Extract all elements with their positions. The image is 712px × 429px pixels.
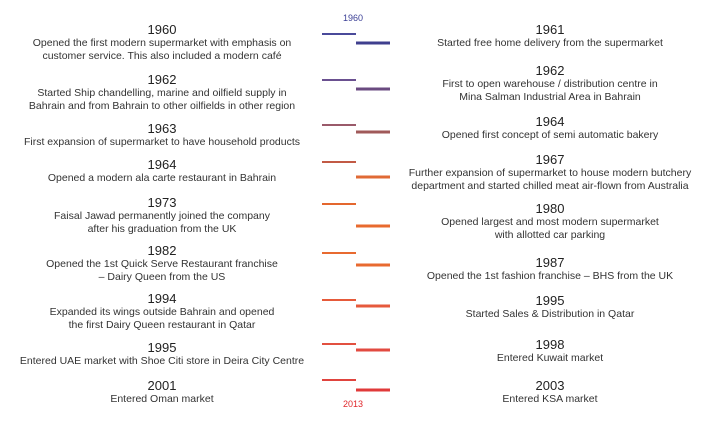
- milestone-year: 1994: [147, 291, 177, 306]
- milestone-year: 1973: [147, 195, 177, 210]
- milestone-description-line: Entered Oman market: [110, 393, 214, 405]
- left-milestone: 1995 Entered UAE market with Shoe Citi st…: [4, 340, 320, 368]
- milestone-description-line: Started Sales & Distribution in Qatar: [465, 308, 635, 320]
- left-milestone: 1994 Expanded its wings outside Bahrain a…: [4, 291, 320, 331]
- milestone-description-line: customer service. This also included a m…: [42, 49, 282, 62]
- milestone-year: 1960: [147, 22, 177, 37]
- milestone-description-line: Faisal Jawad permanently joined the comp…: [54, 210, 270, 222]
- milestone-year: 1963: [147, 121, 177, 136]
- milestone-year: 1967: [535, 152, 565, 167]
- milestone-description-line: Entered KSA market: [502, 393, 598, 405]
- milestone-description-line: Opened first concept of semi automatic b…: [441, 129, 659, 141]
- right-milestone: 1964 Opened first concept of semi automat…: [392, 114, 708, 142]
- milestone-year: 1995: [535, 293, 565, 308]
- milestone-description-line: First to open warehouse / distribution c…: [442, 78, 658, 90]
- right-milestone: 1987 Opened the 1st fashion franchise – B…: [392, 255, 708, 283]
- milestone-year: 1995: [147, 340, 177, 355]
- milestone-year: 1962: [147, 72, 177, 87]
- left-milestone: 2001 Entered Oman market: [4, 378, 320, 406]
- timeline-end-label: 2013: [343, 399, 364, 409]
- right-milestone: 1962 First to open warehouse / distributi…: [392, 63, 708, 103]
- right-milestone: 2003 Entered KSA market: [392, 378, 708, 406]
- milestone-description-line: Opened the first modern supermarket with…: [32, 37, 292, 49]
- milestone-year: 1998: [535, 337, 565, 352]
- milestone-description-line: Mina Salman Industrial Area in Bahrain: [459, 90, 641, 103]
- milestone-description-line: Bahrain and from Bahrain to other oilfie…: [28, 99, 296, 112]
- milestone-description-line: Opened the 1st fashion franchise – BHS f…: [426, 270, 674, 282]
- milestone-description-line: Opened largest and most modern supermark…: [441, 216, 659, 228]
- milestone-description-line: First expansion of supermarket to have h…: [23, 136, 301, 148]
- right-milestone: 1998 Entered Kuwait market: [392, 337, 708, 365]
- left-milestone: 1964 Opened a modern ala carte restaurant…: [4, 157, 320, 185]
- milestone-year: 1982: [147, 243, 177, 258]
- right-milestone: 1961 Started free home delivery from the …: [392, 22, 708, 50]
- milestone-year: 2001: [147, 378, 177, 393]
- milestone-description-line: Started free home delivery from the supe…: [437, 37, 663, 49]
- milestone-year: 1962: [535, 63, 565, 78]
- right-milestone: 1980 Opened largest and most modern super…: [392, 201, 708, 241]
- right-milestone: 1995 Started Sales & Distribution in Qata…: [392, 293, 708, 321]
- left-milestone: 1960 Opened the first modern supermarket …: [4, 22, 320, 62]
- milestone-description-line: Entered UAE market with Shoe Citi store …: [19, 355, 305, 367]
- milestone-year: 1980: [535, 201, 565, 216]
- left-milestone: 1963 First expansion of supermarket to ha…: [4, 121, 320, 149]
- milestone-year: 2003: [535, 378, 565, 393]
- milestone-year: 1964: [147, 157, 177, 172]
- timeline-start-label: 1960: [343, 13, 364, 23]
- milestone-description-line: Entered Kuwait market: [496, 352, 604, 364]
- milestone-description-line: Expanded its wings outside Bahrain and o…: [49, 306, 275, 318]
- left-milestone: 1962 Started Ship chandelling, marine and…: [4, 72, 320, 112]
- milestone-description-line: after his graduation from the UK: [87, 222, 237, 235]
- milestone-description-line: department and started chilled meat air-…: [411, 179, 689, 192]
- right-milestone: 1967 Further expansion of supermarket to …: [392, 152, 708, 192]
- milestone-description-line: the first Dairy Queen restaurant in Qata…: [68, 318, 256, 331]
- milestone-description-line: with allotted car parking: [494, 228, 606, 241]
- left-milestone: 1982 Opened the 1st Quick Serve Restauran…: [4, 243, 320, 283]
- milestone-year: 1961: [535, 22, 565, 37]
- left-milestone: 1973 Faisal Jawad permanently joined the …: [4, 195, 320, 235]
- milestone-description-line: Opened the 1st Quick Serve Restaurant fr…: [46, 258, 278, 270]
- milestone-description-line: Started Ship chandelling, marine and oil…: [37, 87, 287, 99]
- milestone-year: 1964: [535, 114, 565, 129]
- milestone-description-line: Opened a modern ala carte restaurant in …: [47, 172, 277, 184]
- milestone-year: 1987: [535, 255, 565, 270]
- milestone-description-line: Further expansion of supermarket to hous…: [408, 167, 692, 179]
- milestone-description-line: – Dairy Queen from the US: [98, 270, 226, 283]
